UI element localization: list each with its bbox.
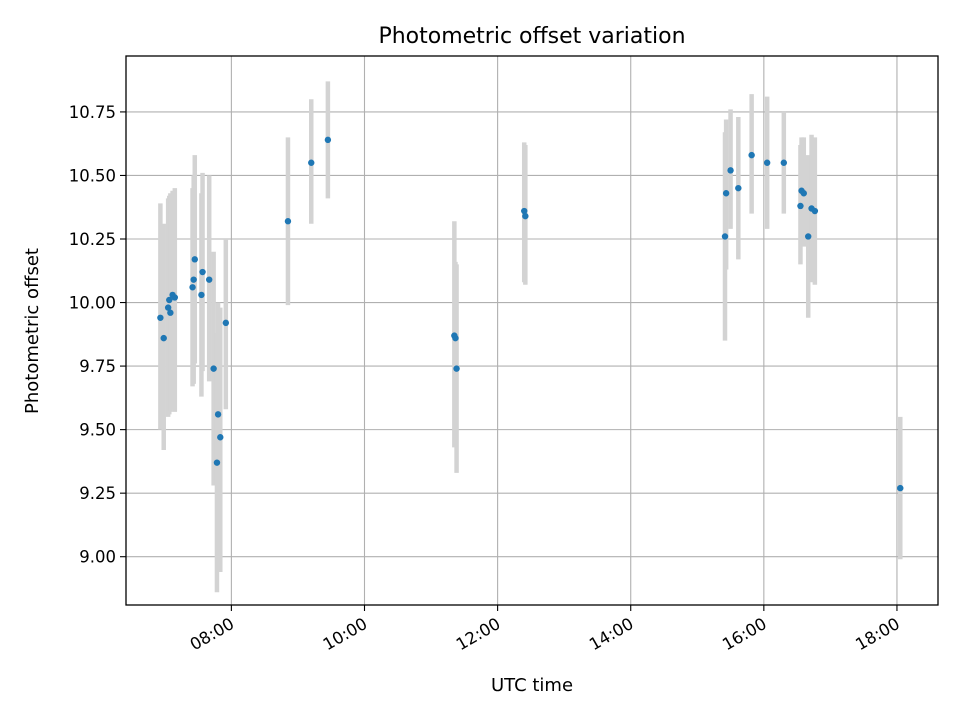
x-tick-label: 08:00: [187, 614, 238, 654]
data-point: [214, 411, 222, 418]
data-point: [166, 296, 173, 304]
data-point: [205, 276, 213, 283]
data-point: [167, 309, 174, 316]
y-tick-label: 10.75: [69, 103, 116, 122]
data-point: [324, 136, 332, 144]
data-point: [308, 159, 315, 166]
data-point: [191, 256, 198, 263]
data-point: [897, 484, 904, 492]
x-tick-label: 10:00: [320, 614, 371, 654]
y-tick-label: 10.00: [69, 294, 116, 313]
data-point: [217, 434, 224, 441]
y-tick-label: 9.75: [79, 357, 116, 376]
data-point: [780, 159, 788, 166]
data-point: [222, 319, 230, 327]
data-point: [210, 365, 217, 372]
y-tick-label: 9.00: [79, 548, 116, 567]
data-point: [797, 202, 804, 210]
data-point: [198, 291, 205, 299]
data-point: [748, 151, 755, 159]
data-point: [522, 212, 529, 220]
x-axis-label: UTC time: [491, 675, 573, 696]
data-point: [805, 233, 812, 240]
x-tick-label: 12:00: [453, 614, 504, 654]
data-point: [171, 294, 179, 301]
data-point: [721, 233, 729, 240]
data-point: [199, 268, 206, 276]
y-tick-label: 10.25: [69, 230, 116, 249]
data-point: [453, 365, 460, 372]
chart-title: Photometric offset variation: [378, 24, 685, 49]
x-tick-label: 14:00: [586, 614, 637, 654]
plot-frame: [125, 55, 939, 606]
x-tick-label: 18:00: [852, 614, 903, 654]
data-point: [521, 207, 528, 215]
y-tick-label: 9.50: [79, 421, 116, 440]
x-tick-label: 16:00: [719, 614, 770, 654]
error-bar-layer: [158, 81, 903, 593]
data-point: [157, 314, 164, 321]
data-point: [811, 207, 819, 215]
data-point: [160, 334, 167, 342]
data-point: [722, 190, 730, 197]
data-point: [189, 284, 196, 291]
data-point: [284, 218, 292, 225]
data-point: [763, 159, 771, 166]
point-layer: [157, 136, 904, 492]
y-tick-label: 9.25: [79, 484, 116, 503]
data-point: [727, 167, 734, 174]
data-point: [735, 184, 742, 192]
data-point: [213, 459, 221, 466]
data-point: [800, 190, 807, 197]
y-tick-label: 10.50: [69, 166, 116, 185]
data-point: [452, 334, 459, 342]
y-axis-label: Photometric offset: [22, 248, 43, 414]
data-point: [190, 276, 197, 283]
data-point: [164, 304, 172, 311]
